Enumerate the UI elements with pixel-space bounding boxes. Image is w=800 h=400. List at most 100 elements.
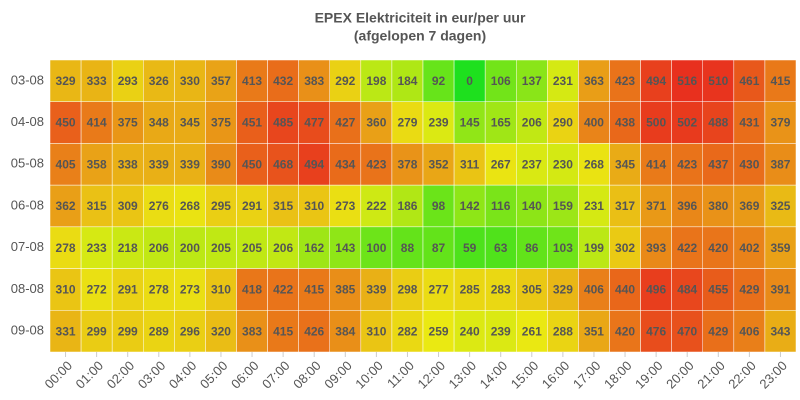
cell-label: 237 bbox=[522, 157, 542, 171]
cell-label: 261 bbox=[522, 324, 542, 338]
cell-label: 278 bbox=[56, 241, 76, 255]
cell bbox=[609, 143, 641, 186]
cell bbox=[516, 143, 548, 186]
cell-label: 200 bbox=[180, 241, 200, 255]
cell-label: 198 bbox=[366, 74, 386, 88]
cell bbox=[205, 184, 237, 228]
cell-label: 396 bbox=[677, 199, 697, 213]
y-tick-label: 03-08 bbox=[11, 72, 44, 87]
x-tick-label: 14:00 bbox=[477, 358, 511, 392]
cell bbox=[267, 268, 299, 311]
cell bbox=[671, 101, 704, 144]
cell bbox=[174, 184, 206, 228]
cell-label: 468 bbox=[273, 157, 293, 171]
cell bbox=[702, 184, 735, 228]
y-tick-label: 05-08 bbox=[11, 156, 44, 171]
cell bbox=[422, 184, 455, 228]
x-tick-label: 06:00 bbox=[228, 358, 262, 392]
cell bbox=[111, 143, 144, 186]
cell bbox=[609, 226, 641, 269]
cell bbox=[764, 101, 797, 144]
cell bbox=[80, 143, 113, 186]
cell bbox=[422, 101, 455, 144]
x-tick-label: 22:00 bbox=[725, 358, 759, 392]
cell-label: 384 bbox=[335, 324, 355, 338]
cell-label: 393 bbox=[646, 241, 666, 255]
cell bbox=[143, 59, 175, 102]
cell-label: 330 bbox=[180, 74, 200, 88]
cell-label: 339 bbox=[366, 283, 386, 297]
cell-label: 357 bbox=[211, 74, 231, 88]
cell-label: 391 bbox=[770, 283, 790, 297]
cell bbox=[80, 59, 113, 102]
cell bbox=[298, 184, 330, 228]
cell bbox=[733, 226, 766, 269]
chart-title: EPEX Elektriciteit in eur/per uur bbox=[315, 10, 526, 26]
cell bbox=[453, 59, 486, 102]
cell-label: 100 bbox=[366, 241, 386, 255]
cell-label: 387 bbox=[770, 157, 790, 171]
cell-label: 362 bbox=[56, 199, 76, 213]
cell-label: 199 bbox=[584, 241, 604, 255]
cell bbox=[578, 310, 610, 353]
cell-label: 343 bbox=[770, 324, 790, 338]
cell-label: 162 bbox=[304, 241, 324, 255]
cell bbox=[111, 184, 144, 228]
cell-label: 315 bbox=[87, 199, 107, 213]
cell-label: 450 bbox=[56, 116, 76, 130]
cell bbox=[80, 310, 113, 353]
cell bbox=[702, 310, 735, 353]
cell bbox=[702, 59, 735, 102]
cell-label: 233 bbox=[87, 241, 107, 255]
cell bbox=[205, 143, 237, 186]
cell-label: 351 bbox=[584, 324, 604, 338]
cell bbox=[609, 101, 641, 144]
cell bbox=[111, 226, 144, 269]
cell-label: 165 bbox=[491, 116, 511, 130]
y-tick-label: 08-08 bbox=[11, 281, 44, 296]
cell bbox=[267, 143, 299, 186]
cell-label: 205 bbox=[211, 241, 231, 255]
cell-label: 420 bbox=[615, 324, 635, 338]
x-tick-label: 16:00 bbox=[539, 358, 573, 392]
cell bbox=[111, 59, 144, 102]
cell-label: 432 bbox=[273, 74, 293, 88]
cell-label: 259 bbox=[429, 324, 449, 338]
cell bbox=[484, 184, 517, 228]
cell bbox=[640, 59, 672, 102]
cell-label: 413 bbox=[242, 74, 262, 88]
cell-label: 415 bbox=[304, 283, 324, 297]
cell bbox=[453, 310, 486, 353]
cell bbox=[80, 268, 113, 311]
cell-label: 296 bbox=[180, 324, 200, 338]
cell-label: 230 bbox=[553, 157, 573, 171]
cell bbox=[360, 226, 393, 269]
y-tick-label: 04-08 bbox=[11, 114, 44, 129]
cell bbox=[49, 101, 82, 144]
x-tick-label: 19:00 bbox=[632, 358, 666, 392]
cell-label: 494 bbox=[646, 74, 666, 88]
cell-label: 378 bbox=[397, 157, 417, 171]
cell-label: 430 bbox=[739, 157, 759, 171]
cell bbox=[205, 226, 237, 269]
cell bbox=[360, 184, 393, 228]
chart-subtitle: (afgelopen 7 dagen) bbox=[354, 28, 486, 44]
x-tick-label: 10:00 bbox=[352, 358, 386, 392]
cell bbox=[609, 268, 641, 311]
cell bbox=[80, 226, 113, 269]
cell-label: 438 bbox=[615, 116, 635, 130]
cell bbox=[453, 226, 486, 269]
cell-label: 339 bbox=[149, 157, 169, 171]
cell bbox=[205, 268, 237, 311]
cell-label: 338 bbox=[118, 157, 138, 171]
x-tick-label: 18:00 bbox=[601, 358, 635, 392]
cell bbox=[111, 310, 144, 353]
cell bbox=[547, 184, 579, 228]
cell-label: 363 bbox=[584, 74, 604, 88]
cell bbox=[516, 184, 548, 228]
cell-label: 302 bbox=[615, 241, 635, 255]
cell-label: 279 bbox=[397, 116, 417, 130]
cell-label: 331 bbox=[56, 324, 76, 338]
cell bbox=[640, 310, 672, 353]
